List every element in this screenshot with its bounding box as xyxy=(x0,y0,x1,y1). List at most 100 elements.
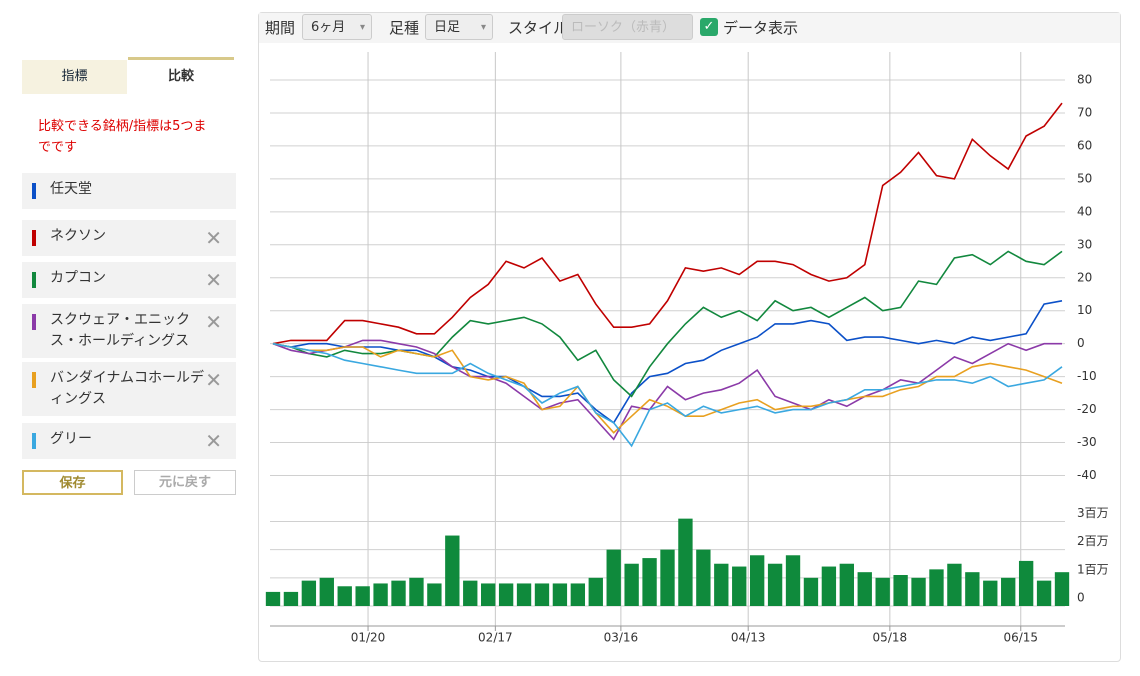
item-name: カプコン xyxy=(50,270,106,286)
x-tick-label: 04/13 xyxy=(731,631,766,645)
volume-bar xyxy=(929,569,944,606)
y-tick-label: 10 xyxy=(1077,303,1092,317)
volume-bar xyxy=(409,577,424,606)
tab[interactable]: 指標 xyxy=(22,60,127,94)
volume-bar xyxy=(696,549,711,606)
volume-bar xyxy=(516,583,532,606)
volume-bar xyxy=(857,572,872,606)
x-tick-label: 01/20 xyxy=(351,631,386,645)
note: 比較できる銘柄/指標は5つまでです xyxy=(38,119,207,155)
plot-background xyxy=(270,52,1065,626)
remove-button[interactable]: ✕ xyxy=(205,226,222,250)
item-name: スクウェア・エニックス・ホールディングス xyxy=(50,312,190,349)
volume-bar xyxy=(391,580,406,606)
color-marker xyxy=(32,372,36,388)
volume-bar xyxy=(534,583,550,606)
compare-item: グリー ✕ xyxy=(22,423,236,459)
y-tick-label: 30 xyxy=(1077,237,1092,251)
volume-bar xyxy=(678,518,693,606)
compare-item: カプコン ✕ xyxy=(22,262,236,298)
period-value: 6ヶ月 xyxy=(311,20,346,35)
data-label: データ表示 xyxy=(723,19,799,37)
volume-bar xyxy=(803,577,819,606)
x-tick-label: 06/15 xyxy=(1003,631,1038,645)
y-tick-label: 3百万 xyxy=(1077,506,1109,520)
volume-bar xyxy=(463,580,478,606)
compare-item: ネクソン ✕ xyxy=(22,220,236,256)
series-line xyxy=(272,300,1063,424)
chart-panel xyxy=(258,12,1121,662)
item-name: グリー xyxy=(50,431,92,447)
y-tick-label: 40 xyxy=(1077,204,1092,218)
dropdown-arrow: ▾ xyxy=(359,22,365,33)
tab-active[interactable]: 比較 xyxy=(128,57,234,94)
reset-button[interactable]: 元に戻す xyxy=(134,470,236,495)
data-checkbox[interactable]: ✓ xyxy=(700,18,718,36)
compare-item: バンダイナムコホールディングス ✕ xyxy=(22,362,236,416)
series-line xyxy=(272,342,1063,434)
y-tick-label: -10 xyxy=(1077,369,1097,383)
y-tick-label: -40 xyxy=(1077,468,1097,482)
compare-item: 任天堂 xyxy=(22,173,236,209)
color-marker xyxy=(32,183,36,199)
y-tick-label: 2百万 xyxy=(1077,534,1109,548)
series-line xyxy=(272,339,1062,441)
volume-bar xyxy=(606,549,621,606)
compare-item: スクウェア・エニックス・ホールディングス ✕ xyxy=(22,304,236,358)
volume-bar xyxy=(283,591,299,606)
volume-bar xyxy=(821,566,837,606)
bar-select[interactable]: 日足 ▾ xyxy=(425,14,493,40)
x-tick-label: 03/16 xyxy=(604,631,639,645)
volume-bar xyxy=(445,535,460,606)
volume-bar xyxy=(319,577,334,606)
volume-bar xyxy=(427,583,442,606)
y-tick-label: 0 xyxy=(1077,336,1085,350)
volume-bar xyxy=(732,566,747,606)
y-tick-label: 1百万 xyxy=(1077,562,1109,576)
volume-bar xyxy=(947,563,962,606)
volume-bar xyxy=(749,555,765,606)
volume-bar xyxy=(1018,560,1034,606)
remove-button[interactable]: ✕ xyxy=(205,429,222,453)
volume-bar xyxy=(1036,580,1052,606)
remove-button[interactable]: ✕ xyxy=(205,268,222,292)
volume-bar xyxy=(355,586,370,606)
volume-bar xyxy=(1054,572,1070,606)
volume-bar xyxy=(301,580,317,606)
volume-bar xyxy=(337,586,352,606)
volume-bar xyxy=(714,563,729,606)
y-tick-label: -30 xyxy=(1077,435,1097,449)
y-tick-label: 70 xyxy=(1077,105,1092,119)
y-tick-label: -20 xyxy=(1077,402,1097,416)
style-select: ローソク（赤青） xyxy=(562,14,693,40)
volume-bar xyxy=(588,577,603,606)
volume-bar xyxy=(1001,577,1016,606)
x-tick-label: 05/18 xyxy=(873,631,908,645)
item-name: 任天堂 xyxy=(50,181,92,197)
volume-bar xyxy=(481,583,496,606)
color-marker xyxy=(32,433,36,449)
volume-bar xyxy=(265,591,281,606)
y-tick-label: 60 xyxy=(1077,138,1092,152)
color-marker xyxy=(32,272,36,288)
volume-bar xyxy=(624,563,639,606)
item-name: バンダイナムコホールディングス xyxy=(50,370,204,407)
y-tick-label: 0 xyxy=(1077,591,1085,605)
style-label: スタイル xyxy=(508,19,569,37)
volume-bar xyxy=(911,577,926,606)
volume-bar xyxy=(642,558,657,606)
volume-bar xyxy=(893,575,908,606)
remove-button[interactable]: ✕ xyxy=(205,310,222,334)
period-select[interactable]: 6ヶ月 ▾ xyxy=(302,14,372,40)
series-line xyxy=(272,102,1063,345)
item-name: ネクソン xyxy=(50,228,106,244)
volume-bar xyxy=(983,580,998,606)
y-tick-label: 20 xyxy=(1077,270,1092,284)
y-tick-label: 50 xyxy=(1077,171,1092,185)
bar-label: 足種 xyxy=(389,19,420,37)
save-button[interactable]: 保存 xyxy=(22,470,123,495)
x-tick-label: 02/17 xyxy=(478,631,513,645)
style-value: ローソク（赤青） xyxy=(571,20,676,35)
remove-button[interactable]: ✕ xyxy=(205,368,222,392)
